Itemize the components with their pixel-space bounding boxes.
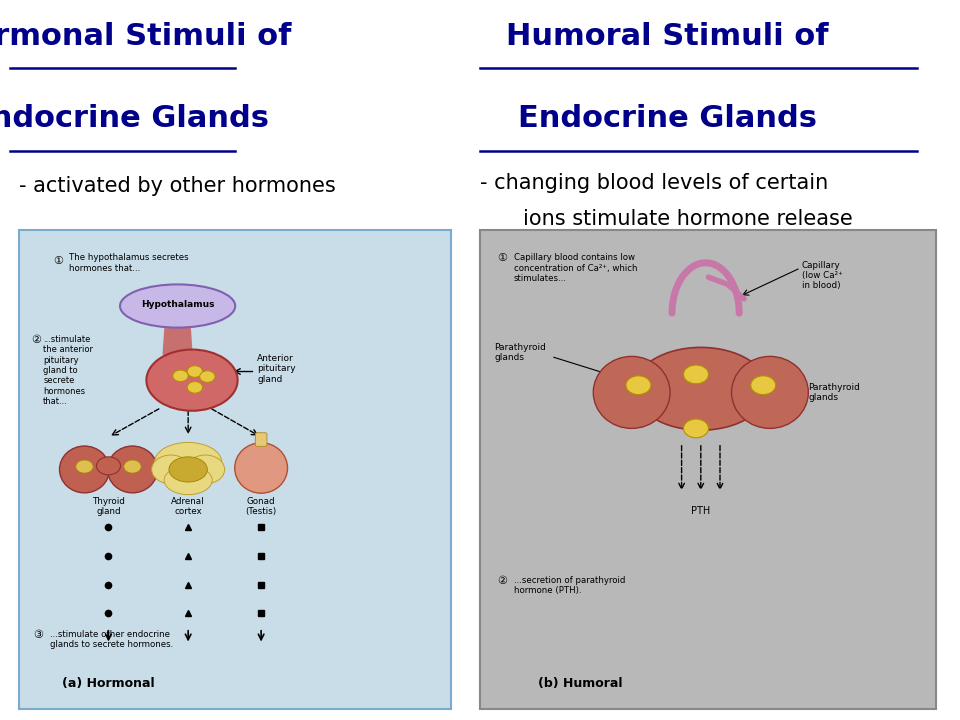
Text: ...stimulate
the anterior
pituitary
gland to
secrete
hormones
that...: ...stimulate the anterior pituitary glan… [43,335,93,406]
Ellipse shape [186,455,225,484]
Text: Hormonal Stimuli of: Hormonal Stimuli of [0,22,292,50]
Text: ...stimulate other endocrine
glands to secrete hormones.: ...stimulate other endocrine glands to s… [50,630,173,649]
Text: Humoral Stimuli of: Humoral Stimuli of [506,22,828,50]
Text: Capillary
(low Ca²⁺
in blood): Capillary (low Ca²⁺ in blood) [802,261,843,290]
Text: Thyroid
gland: Thyroid gland [92,497,125,516]
Text: Hypothalamus: Hypothalamus [141,300,214,309]
Text: ③: ③ [34,630,43,640]
Text: Endocrine Glands: Endocrine Glands [0,104,270,133]
Text: ①: ① [497,253,507,264]
Ellipse shape [120,284,235,328]
Ellipse shape [108,446,157,493]
Ellipse shape [234,443,288,493]
Circle shape [124,460,141,473]
Polygon shape [163,326,192,354]
Text: Parathyroid
glands: Parathyroid glands [808,383,860,402]
Ellipse shape [164,466,212,495]
Text: (b) Humoral: (b) Humoral [538,677,622,690]
Circle shape [187,366,203,377]
Text: Anterior
pituitary
gland: Anterior pituitary gland [257,354,296,384]
Ellipse shape [60,446,109,493]
Ellipse shape [96,457,121,475]
Text: ions stimulate hormone release: ions stimulate hormone release [523,209,852,229]
Ellipse shape [155,442,222,482]
Ellipse shape [146,349,238,410]
Text: - changing blood levels of certain: - changing blood levels of certain [480,173,828,193]
FancyBboxPatch shape [480,230,936,709]
Text: Endocrine Glands: Endocrine Glands [517,104,817,133]
Ellipse shape [169,457,207,482]
FancyBboxPatch shape [255,433,267,446]
Circle shape [684,419,708,438]
Text: ②: ② [497,576,507,586]
Text: - activated by other hormones: - activated by other hormones [19,176,336,197]
Circle shape [76,460,93,473]
Circle shape [173,370,188,382]
Ellipse shape [152,455,190,484]
Text: Capillary blood contains low
concentration of Ca²⁺, which
stimulates...: Capillary blood contains low concentrati… [514,253,637,283]
Ellipse shape [732,356,808,428]
Circle shape [684,365,708,384]
FancyBboxPatch shape [19,230,451,709]
Circle shape [751,376,776,395]
Text: Parathyroid
glands: Parathyroid glands [494,343,546,362]
Text: ②: ② [32,335,41,345]
Ellipse shape [593,356,670,428]
Circle shape [626,376,651,395]
Text: (a) Hormonal: (a) Hormonal [62,677,155,690]
Text: Adrenal
cortex: Adrenal cortex [171,497,205,516]
Text: The hypothalamus secretes
hormones that...: The hypothalamus secretes hormones that.… [69,253,189,273]
Text: ...secretion of parathyroid
hormone (PTH).: ...secretion of parathyroid hormone (PTH… [514,576,625,595]
Circle shape [200,371,215,382]
Text: PTH: PTH [691,506,710,516]
Text: Gonad
(Testis): Gonad (Testis) [246,497,276,516]
Circle shape [187,382,203,393]
Ellipse shape [634,348,768,431]
Text: ①: ① [53,256,62,266]
